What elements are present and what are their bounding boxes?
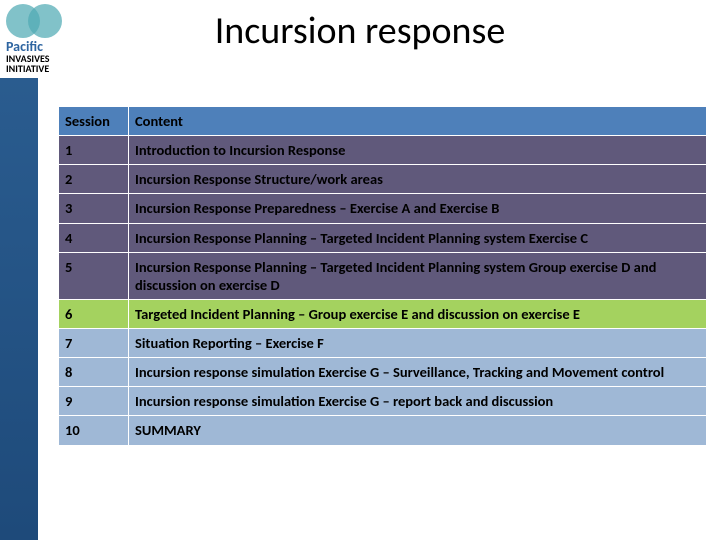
- cell-content: Situation Reporting – Exercise F: [129, 329, 707, 358]
- cell-content: Incursion Response Structure/work areas: [129, 165, 707, 194]
- table-row: 9Incursion response simulation Exercise …: [59, 387, 707, 416]
- cell-content: SUMMARY: [129, 416, 707, 445]
- cell-content: Incursion Response Planning – Targeted I…: [129, 252, 707, 299]
- cell-session: 7: [59, 329, 129, 358]
- cell-content: Incursion Response Preparedness – Exerci…: [129, 194, 707, 223]
- cell-content: Incursion response simulation Exercise G…: [129, 358, 707, 387]
- table-row: 8Incursion response simulation Exercise …: [59, 358, 707, 387]
- table-row: 7Situation Reporting – Exercise F: [59, 329, 707, 358]
- table-row: 4Incursion Response Planning – Targeted …: [59, 223, 707, 252]
- sessions-table: Session Content 1Introduction to Incursi…: [58, 106, 706, 446]
- logo-line3: INITIATIVE: [6, 64, 78, 74]
- table-row: 6Targeted Incident Planning – Group exer…: [59, 299, 707, 328]
- cell-session: 1: [59, 136, 129, 165]
- cell-content: Incursion response simulation Exercise G…: [129, 387, 707, 416]
- cell-session: 2: [59, 165, 129, 194]
- table-row: 2Incursion Response Structure/work areas: [59, 165, 707, 194]
- cell-content: Targeted Incident Planning – Group exerc…: [129, 299, 707, 328]
- cell-session: 6: [59, 299, 129, 328]
- cell-session: 5: [59, 252, 129, 299]
- table-row: 10SUMMARY: [59, 416, 707, 445]
- table-header-row: Session Content: [59, 107, 707, 136]
- table-row: 1Introduction to Incursion Response: [59, 136, 707, 165]
- cell-content: Introduction to Incursion Response: [129, 136, 707, 165]
- cell-session: 10: [59, 416, 129, 445]
- side-stripe: [0, 78, 38, 540]
- cell-session: 4: [59, 223, 129, 252]
- col-header-content: Content: [129, 107, 707, 136]
- col-header-session: Session: [59, 107, 129, 136]
- cell-session: 8: [59, 358, 129, 387]
- table-row: 3Incursion Response Preparedness – Exerc…: [59, 194, 707, 223]
- page-title: Incursion response: [0, 8, 720, 54]
- table-row: 5Incursion Response Planning – Targeted …: [59, 252, 707, 299]
- cell-session: 9: [59, 387, 129, 416]
- cell-content: Incursion Response Planning – Targeted I…: [129, 223, 707, 252]
- cell-session: 3: [59, 194, 129, 223]
